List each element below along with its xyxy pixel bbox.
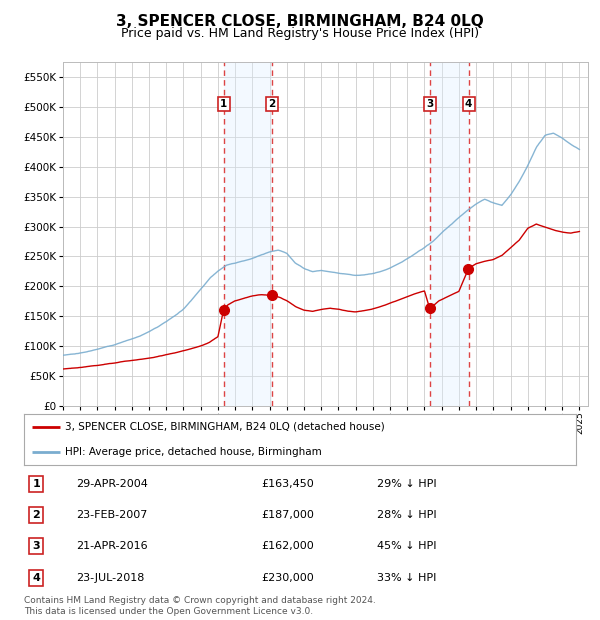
Text: £163,450: £163,450 (262, 479, 314, 489)
Text: 45% ↓ HPI: 45% ↓ HPI (377, 541, 437, 551)
Text: 2: 2 (268, 99, 275, 109)
Text: 1: 1 (220, 99, 227, 109)
Text: 3, SPENCER CLOSE, BIRMINGHAM, B24 0LQ: 3, SPENCER CLOSE, BIRMINGHAM, B24 0LQ (116, 14, 484, 29)
Bar (224, 62, 272, 406)
Text: £162,000: £162,000 (262, 541, 314, 551)
Text: 23-JUL-2018: 23-JUL-2018 (76, 573, 145, 583)
Bar (430, 62, 469, 406)
Text: 33% ↓ HPI: 33% ↓ HPI (377, 573, 437, 583)
Text: 28% ↓ HPI: 28% ↓ HPI (377, 510, 437, 520)
Text: 3, SPENCER CLOSE, BIRMINGHAM, B24 0LQ (detached house): 3, SPENCER CLOSE, BIRMINGHAM, B24 0LQ (d… (65, 422, 385, 432)
Text: 29% ↓ HPI: 29% ↓ HPI (377, 479, 437, 489)
Text: £230,000: £230,000 (262, 573, 314, 583)
Text: 3: 3 (426, 99, 433, 109)
Text: 23-FEB-2007: 23-FEB-2007 (76, 510, 148, 520)
Text: HPI: Average price, detached house, Birmingham: HPI: Average price, detached house, Birm… (65, 447, 322, 458)
Text: 4: 4 (465, 99, 472, 109)
Text: 2: 2 (32, 510, 40, 520)
Text: 4: 4 (32, 573, 40, 583)
Text: £187,000: £187,000 (262, 510, 314, 520)
Text: 21-APR-2016: 21-APR-2016 (76, 541, 148, 551)
Text: 3: 3 (32, 541, 40, 551)
Text: 29-APR-2004: 29-APR-2004 (76, 479, 148, 489)
Text: Contains HM Land Registry data © Crown copyright and database right 2024.
This d: Contains HM Land Registry data © Crown c… (24, 596, 376, 616)
Text: 1: 1 (32, 479, 40, 489)
Text: Price paid vs. HM Land Registry's House Price Index (HPI): Price paid vs. HM Land Registry's House … (121, 27, 479, 40)
